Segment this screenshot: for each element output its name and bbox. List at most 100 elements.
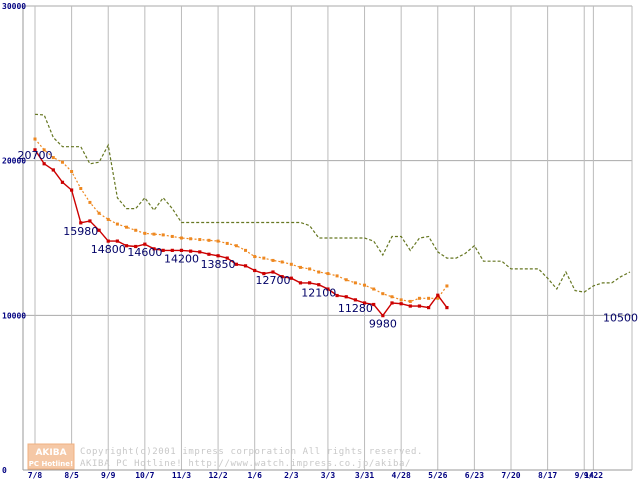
average-price-point <box>152 232 156 236</box>
min-price-point <box>115 239 119 243</box>
copyright-watermark: AKIBA PC Hotline! Copyright(c)2001 impre… <box>27 443 423 470</box>
y-tick-label: 10000 <box>2 311 26 320</box>
min-price-point <box>207 252 211 256</box>
data-label: 12100 <box>301 287 336 300</box>
average-price-point <box>253 255 257 259</box>
min-price-point <box>445 306 449 310</box>
x-tick-label: 2/3 <box>284 471 299 480</box>
min-price-point <box>234 262 238 266</box>
average-price-point <box>445 284 449 288</box>
min-price-point <box>60 180 65 184</box>
min-price-point <box>124 244 129 248</box>
average-price-point <box>179 236 183 240</box>
min-price-point <box>33 148 37 152</box>
min-price-point <box>399 302 403 306</box>
x-tick-label: 8/5 <box>64 471 79 480</box>
average-price-point <box>161 233 165 237</box>
copyright-line: Copyright(c)2001 impress corporation All… <box>80 447 423 457</box>
average-price-point <box>225 241 229 245</box>
average-price-point <box>308 267 312 271</box>
data-label: 11280 <box>338 302 373 315</box>
average-price-point <box>106 217 110 221</box>
x-tick-label: 12/2 <box>208 471 227 480</box>
x-tick-label: 8/17 <box>538 471 557 480</box>
average-price-point <box>408 299 412 303</box>
min-price-point <box>262 271 266 276</box>
average-price-point <box>234 244 238 248</box>
min-price-point <box>408 304 412 308</box>
average-price-point <box>60 160 64 164</box>
average-price-point <box>344 278 348 282</box>
x-tick-label: 7/20 <box>501 471 520 480</box>
x-tick-label: 5/26 <box>428 471 447 480</box>
average-price-point <box>262 256 266 260</box>
min-price-point <box>271 270 275 274</box>
y-tick-label: 20000 <box>2 157 26 166</box>
min-price-point <box>362 301 367 305</box>
min-price-point <box>353 298 357 302</box>
average-price-point <box>298 265 302 269</box>
x-tick-label: 4/28 <box>392 471 411 480</box>
x-tick-label: 6/23 <box>465 471 484 480</box>
max-price-line <box>34 113 631 293</box>
x-tick-label: 3/3 <box>321 471 336 480</box>
x-tick-label: 9/22 <box>584 471 603 480</box>
min-price-point <box>134 244 138 249</box>
x-tick-label: 10/7 <box>135 471 154 480</box>
min-price-point <box>42 162 46 166</box>
min-price-point <box>390 301 394 305</box>
min-price-point <box>427 306 431 310</box>
data-label: 14600 <box>127 246 162 259</box>
average-price-point <box>79 187 83 191</box>
data-label: 15980 <box>63 225 98 238</box>
x-tick-label: 9/9 <box>101 471 116 480</box>
min-price-point <box>417 304 422 308</box>
average-price-point <box>51 156 55 160</box>
min-price-point <box>289 276 293 280</box>
min-price-point <box>317 283 321 287</box>
average-price-line <box>34 138 448 303</box>
min-price-point <box>106 239 110 243</box>
average-price-point <box>207 238 211 242</box>
data-label: 12700 <box>256 274 291 287</box>
min-price-point <box>79 221 83 225</box>
data-label: 13850 <box>201 258 236 271</box>
min-price-point <box>143 242 147 246</box>
average-price-point <box>42 148 46 152</box>
min-price-point <box>161 248 165 252</box>
min-price-line <box>34 149 448 317</box>
x-tick-label: 7/8 <box>28 471 43 480</box>
data-label: 9980 <box>369 318 397 331</box>
logo-top-text: AKIBA <box>35 448 66 458</box>
average-price-point <box>198 238 202 242</box>
y-tick-label: 30000 <box>2 2 26 11</box>
average-price-point <box>70 169 74 173</box>
data-label: 10500 <box>603 312 638 325</box>
average-price-point <box>143 231 147 235</box>
min-price-point <box>88 219 92 223</box>
x-tick-label: 11/3 <box>172 471 191 480</box>
average-price-point <box>271 258 275 262</box>
average-price-point <box>381 292 385 296</box>
average-price-point <box>97 211 101 215</box>
average-price-point <box>88 200 92 204</box>
min-price-point <box>179 248 184 252</box>
average-price-point <box>33 137 37 141</box>
min-price-point <box>381 314 385 318</box>
axes <box>22 6 633 471</box>
average-price-point <box>189 237 193 241</box>
series-group <box>33 113 631 318</box>
min-price-point <box>243 264 248 268</box>
min-price-point <box>152 247 156 251</box>
average-price-point <box>289 262 293 266</box>
min-price-point <box>51 168 55 172</box>
average-price-point <box>244 248 248 252</box>
average-price-point <box>326 272 330 276</box>
min-price-point <box>280 275 284 279</box>
logo-bottom-text: PC Hotline! <box>29 460 73 468</box>
average-price-point <box>317 270 321 274</box>
min-price-point <box>298 281 303 285</box>
min-price-point <box>170 248 174 252</box>
average-price-point <box>372 287 376 291</box>
x-tick-label: 3/31 <box>355 471 374 480</box>
